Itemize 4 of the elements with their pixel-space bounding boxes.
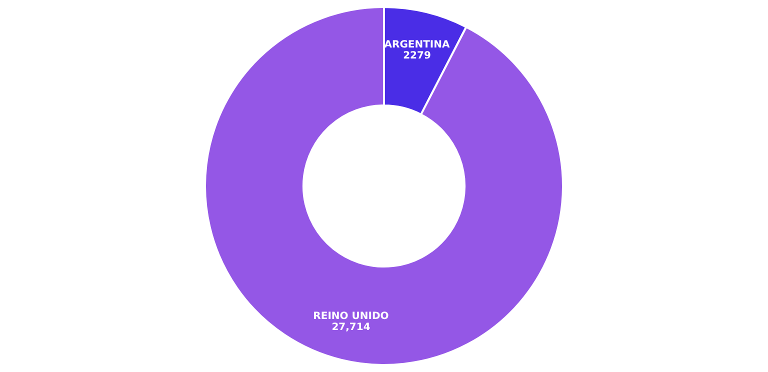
data-label: 27,714: [332, 322, 370, 333]
data-label: 2279: [403, 50, 431, 62]
slice-label: REINO UNIDO: [313, 310, 389, 322]
slice-label: ARGENTINA: [384, 39, 450, 50]
